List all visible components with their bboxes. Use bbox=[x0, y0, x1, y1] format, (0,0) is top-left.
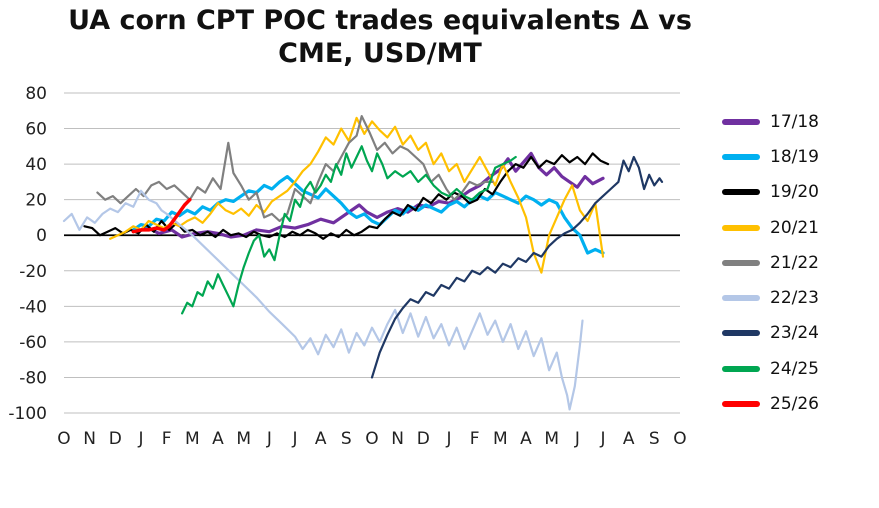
legend-swatch bbox=[722, 153, 760, 160]
series-line-18-19 bbox=[131, 175, 605, 255]
x-tick-label: M bbox=[236, 429, 251, 449]
x-tick-label: D bbox=[109, 429, 122, 449]
y-tick-label: 0 bbox=[36, 226, 47, 246]
x-tick-label: O bbox=[673, 429, 686, 449]
x-tick-label: N bbox=[391, 429, 404, 449]
series-line-20-21 bbox=[109, 116, 605, 274]
legend-swatch bbox=[722, 365, 760, 372]
legend-label: 23/24 bbox=[770, 323, 819, 344]
x-tick-label: A bbox=[520, 429, 532, 449]
y-axis-tick-labels: 80 60 40 20 0 -20 -40 -60 -80 -100 bbox=[8, 84, 47, 424]
x-tick-label: J bbox=[445, 429, 451, 449]
legend-swatch bbox=[722, 118, 760, 125]
x-tick-label: N bbox=[83, 429, 96, 449]
legend-label: 24/25 bbox=[770, 358, 819, 379]
legend-item-18-19: 18/19 bbox=[722, 139, 819, 174]
x-tick-label: S bbox=[649, 429, 660, 449]
x-tick-label: A bbox=[623, 429, 635, 449]
series-lines bbox=[62, 114, 664, 411]
legend-swatch bbox=[722, 401, 760, 408]
legend-item-23-24: 23/24 bbox=[722, 316, 819, 351]
legend-item-20-21: 20/21 bbox=[722, 210, 819, 245]
y-tick-label: 60 bbox=[25, 120, 47, 140]
legend: 17/18 18/19 19/20 20/21 21/22 22/23 23/24 24/25… bbox=[722, 104, 819, 422]
x-tick-label: J bbox=[599, 429, 605, 449]
legend-label: 21/22 bbox=[770, 252, 819, 273]
legend-label: 19/20 bbox=[770, 182, 819, 203]
legend-item-24-25: 24/25 bbox=[722, 351, 819, 386]
chart-title: UA corn CPT POC trades equivalents ∆ vs … bbox=[60, 4, 700, 70]
x-tick-label: F bbox=[470, 429, 480, 449]
x-tick-label: A bbox=[212, 429, 224, 449]
legend-item-21-22: 21/22 bbox=[722, 245, 819, 280]
y-tick-label: -40 bbox=[19, 297, 47, 317]
y-tick-label: -20 bbox=[19, 262, 47, 282]
legend-label: 25/26 bbox=[770, 394, 819, 415]
y-tick-label: -100 bbox=[8, 404, 47, 424]
legend-item-17-18: 17/18 bbox=[722, 104, 819, 139]
legend-item-25-26: 25/26 bbox=[722, 386, 819, 421]
x-tick-label: S bbox=[341, 429, 352, 449]
series-line-24-25 bbox=[181, 145, 517, 315]
y-tick-label: 40 bbox=[25, 155, 47, 175]
chart-title-line-1: UA corn CPT POC trades equivalents ∆ vs bbox=[68, 5, 692, 36]
x-tick-label: J bbox=[137, 429, 143, 449]
x-tick-label: J bbox=[574, 429, 580, 449]
x-tick-label: M bbox=[493, 429, 508, 449]
legend-label: 18/19 bbox=[770, 146, 819, 167]
x-tick-label: D bbox=[417, 429, 430, 449]
legend-swatch bbox=[722, 189, 760, 196]
legend-label: 20/21 bbox=[770, 217, 819, 238]
legend-swatch bbox=[722, 330, 760, 337]
x-tick-label: M bbox=[544, 429, 559, 449]
legend-swatch bbox=[722, 224, 760, 231]
x-tick-label: O bbox=[57, 429, 70, 449]
legend-swatch bbox=[722, 295, 760, 302]
series-line-23-24 bbox=[370, 155, 664, 379]
series-line-22-23 bbox=[62, 189, 584, 411]
y-tick-label: -80 bbox=[19, 368, 47, 388]
legend-label: 22/23 bbox=[770, 288, 819, 309]
series-line-25-26 bbox=[131, 197, 192, 234]
legend-swatch bbox=[722, 259, 760, 266]
x-tick-label: O bbox=[365, 429, 378, 449]
series-line-19-20 bbox=[83, 152, 610, 240]
legend-item-22-23: 22/23 bbox=[722, 280, 819, 315]
x-tick-label: M bbox=[185, 429, 200, 449]
y-tick-label: 20 bbox=[25, 191, 47, 211]
series-line-21-22 bbox=[96, 114, 494, 223]
y-tick-label: 80 bbox=[25, 84, 47, 104]
legend-item-19-20: 19/20 bbox=[722, 175, 819, 210]
x-tick-label: J bbox=[291, 429, 297, 449]
x-tick-label: F bbox=[162, 429, 172, 449]
legend-label: 17/18 bbox=[770, 111, 819, 132]
x-tick-label: A bbox=[315, 429, 327, 449]
y-tick-label: -60 bbox=[19, 333, 47, 353]
chart-title-line-2: CME, USD/MT bbox=[278, 38, 482, 69]
x-tick-label: J bbox=[266, 429, 272, 449]
